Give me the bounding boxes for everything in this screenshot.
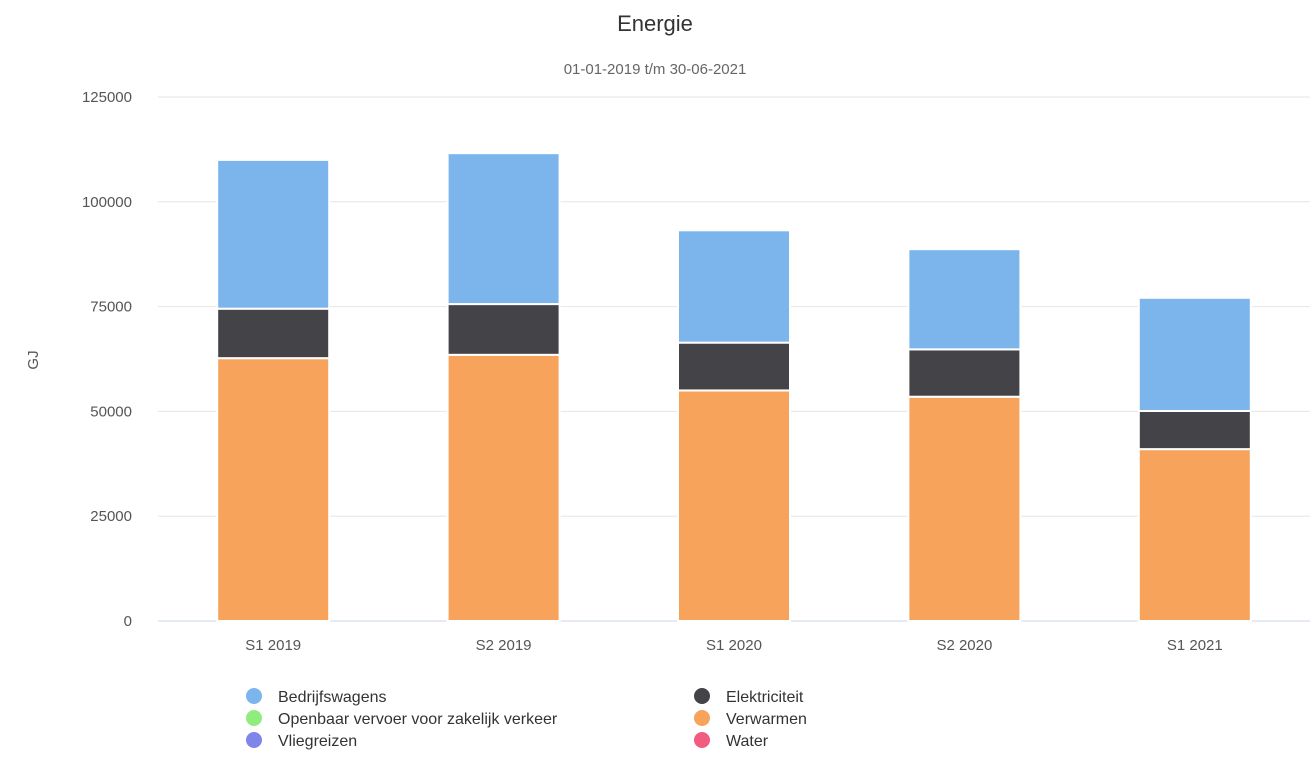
bars bbox=[216, 152, 1252, 622]
y-tick-label: 50000 bbox=[90, 403, 132, 420]
bar-segment[interactable] bbox=[907, 248, 1022, 351]
bar-segment[interactable] bbox=[446, 353, 561, 622]
bar-segment[interactable] bbox=[1137, 448, 1252, 622]
x-tick-label: S1 2019 bbox=[245, 637, 301, 654]
bar-segment[interactable] bbox=[907, 395, 1022, 622]
y-axis-label: GJ bbox=[25, 350, 42, 369]
legend-item[interactable]: Bedrijfswagens bbox=[246, 688, 387, 706]
x-axis: S1 2019 S2 2019 S1 2020 S2 2020 S1 2021 bbox=[245, 637, 1222, 654]
bar-segment[interactable] bbox=[216, 158, 331, 310]
legend-label: Elektriciteit bbox=[726, 689, 804, 706]
bar-segment[interactable] bbox=[907, 348, 1022, 398]
bar-segment[interactable] bbox=[677, 389, 791, 622]
bar-segment[interactable] bbox=[216, 357, 331, 622]
legend[interactable]: Bedrijfswagens Elektriciteit Openbaar verv… bbox=[246, 688, 807, 750]
x-tick-label: S2 2020 bbox=[936, 637, 992, 654]
legend-label: Bedrijfswagens bbox=[278, 689, 387, 706]
x-tick-label: S1 2021 bbox=[1167, 637, 1223, 654]
legend-swatch-icon bbox=[694, 710, 710, 726]
bar-segment[interactable] bbox=[446, 303, 561, 356]
legend-item[interactable]: Vliegreizen bbox=[246, 732, 357, 750]
y-tick-label: 75000 bbox=[90, 299, 132, 316]
legend-label: Openbaar vervoer voor zakelijk verkeer bbox=[278, 711, 558, 728]
legend-label: Water bbox=[726, 733, 769, 750]
legend-item[interactable]: Elektriciteit bbox=[694, 688, 804, 706]
legend-swatch-icon bbox=[694, 688, 710, 704]
legend-swatch-icon bbox=[694, 732, 710, 748]
x-tick-label: S1 2020 bbox=[706, 637, 762, 654]
bar-segment[interactable] bbox=[677, 229, 791, 344]
y-tick-label: 25000 bbox=[90, 508, 132, 525]
bar-segment[interactable] bbox=[1137, 409, 1252, 451]
legend-swatch-icon bbox=[246, 732, 262, 748]
bar-segment[interactable] bbox=[446, 152, 561, 306]
legend-swatch-icon bbox=[246, 688, 262, 704]
legend-swatch-icon bbox=[246, 710, 262, 726]
y-tick-label: 100000 bbox=[82, 194, 132, 211]
legend-label: Vliegreizen bbox=[278, 733, 357, 750]
bar-segment[interactable] bbox=[216, 307, 331, 360]
y-tick-label: 125000 bbox=[82, 89, 132, 106]
legend-item[interactable]: Verwarmen bbox=[694, 710, 807, 728]
legend-item[interactable]: Water bbox=[694, 732, 769, 750]
chart-subtitle: 01-01-2019 t/m 30-06-2021 bbox=[564, 61, 747, 78]
legend-item[interactable]: Openbaar vervoer voor zakelijk verkeer bbox=[246, 710, 558, 728]
chart-title: Energie bbox=[617, 11, 693, 36]
legend-label: Verwarmen bbox=[726, 711, 807, 728]
y-tick-label: 0 bbox=[124, 613, 132, 630]
bar-segment[interactable] bbox=[677, 341, 791, 392]
x-tick-label: S2 2019 bbox=[476, 637, 532, 654]
bar-segment[interactable] bbox=[1137, 296, 1252, 412]
